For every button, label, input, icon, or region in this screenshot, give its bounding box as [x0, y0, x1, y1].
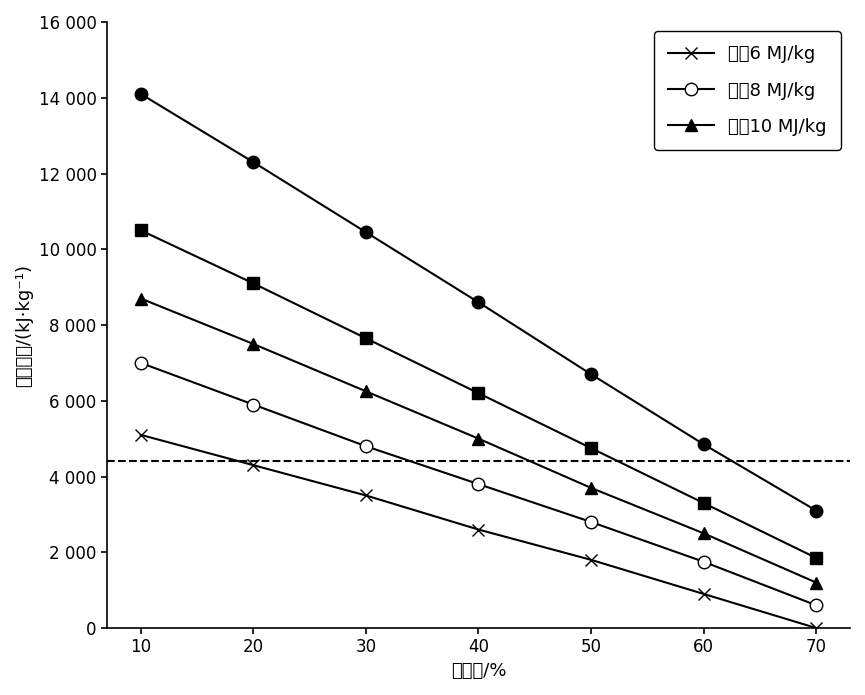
- Y-axis label: 进炉热值/(kJ·kg⁻¹): 进炉热值/(kJ·kg⁻¹): [15, 263, 33, 386]
- Legend: 热偔6 MJ/kg, 热偔8 MJ/kg, 热值10 MJ/kg: 热偔6 MJ/kg, 热偔8 MJ/kg, 热值10 MJ/kg: [654, 31, 841, 150]
- X-axis label: 含水率/%: 含水率/%: [451, 662, 506, 680]
